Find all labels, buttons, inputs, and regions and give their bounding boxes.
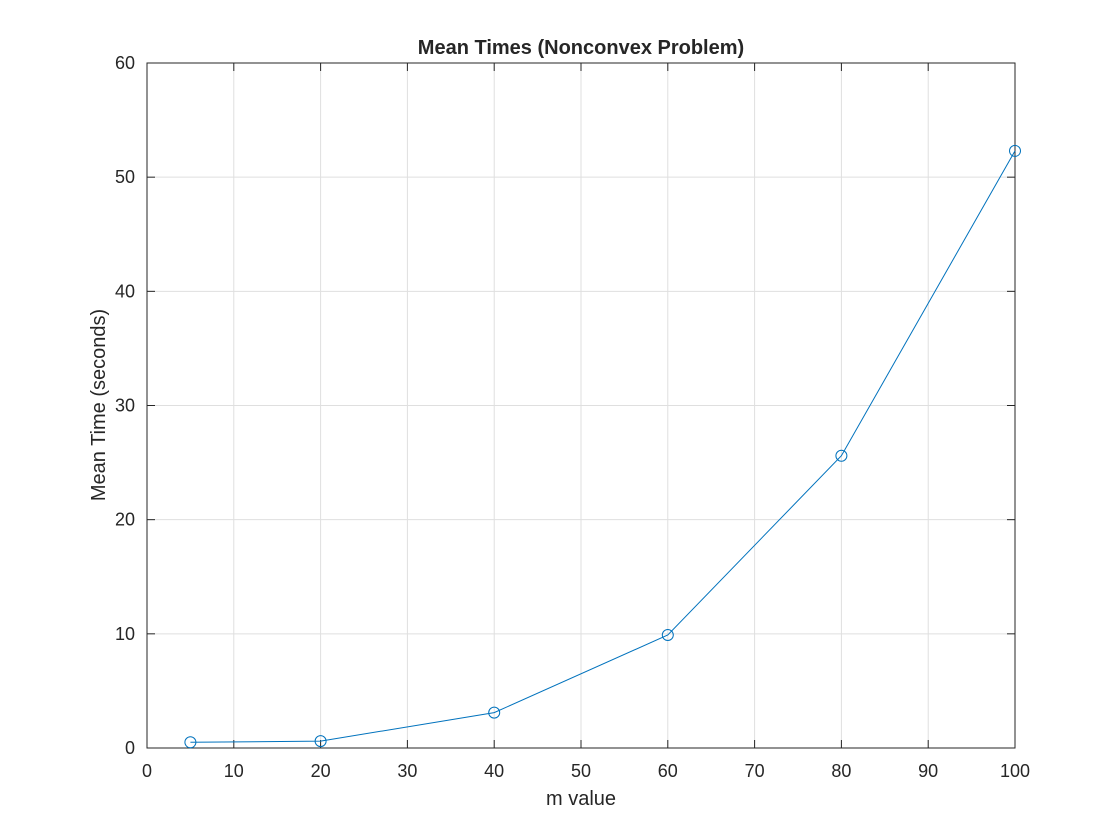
- x-tick-label: 100: [1000, 761, 1030, 781]
- y-tick-label: 20: [115, 510, 135, 530]
- data-point-marker: [314, 735, 327, 748]
- series-layer: [184, 144, 1021, 749]
- data-point-marker: [661, 628, 674, 641]
- x-tick-label: 20: [311, 761, 331, 781]
- x-axis-label: m value: [546, 788, 616, 810]
- y-tick-labels: 0 10 20 30 40 50 60: [115, 53, 135, 758]
- x-tick-label: 70: [745, 761, 765, 781]
- x-tick-label: 40: [484, 761, 504, 781]
- series-line: [190, 150, 1016, 743]
- data-point-marker: [184, 736, 197, 749]
- y-tick-label: 40: [115, 281, 135, 301]
- y-axis-label: Mean Time (seconds): [88, 309, 110, 501]
- chart-title: Mean Times (Nonconvex Problem): [418, 37, 744, 59]
- x-tick-labels: 0 10 20 30 40 50 60 70 80 90 100: [142, 761, 1030, 781]
- x-tick-label: 30: [397, 761, 417, 781]
- y-tick-label: 0: [125, 738, 135, 758]
- y-tick-label: 30: [115, 396, 135, 416]
- y-tick-label: 60: [115, 53, 135, 73]
- axis-ticks: [146, 62, 1016, 749]
- x-tick-label: 80: [831, 761, 851, 781]
- data-point-marker: [835, 449, 848, 462]
- y-tick-label: 10: [115, 624, 135, 644]
- x-tick-label: 90: [918, 761, 938, 781]
- x-tick-label: 50: [571, 761, 591, 781]
- x-tick-label: 0: [142, 761, 152, 781]
- data-point-marker: [488, 706, 501, 719]
- data-point-marker: [1009, 144, 1021, 157]
- x-tick-label: 60: [658, 761, 678, 781]
- y-tick-label: 50: [115, 167, 135, 187]
- x-tick-label: 10: [224, 761, 244, 781]
